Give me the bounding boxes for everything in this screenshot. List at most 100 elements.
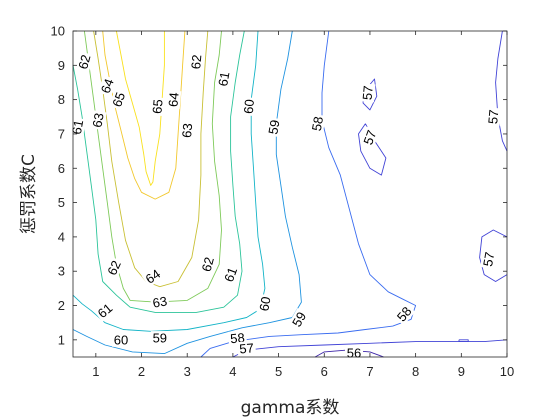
contour-label: 63 [89, 110, 107, 131]
contour-label-background [97, 75, 117, 97]
x-tick-label: 6 [321, 364, 328, 379]
contour-label: 60 [112, 332, 130, 347]
contour-label-background [89, 110, 107, 131]
contour-label-text: 62 [104, 258, 124, 277]
contour-line-58 [200, 30, 417, 358]
contour-label-text: 57 [239, 340, 255, 356]
contour-label: 65 [149, 96, 166, 117]
contour-label-background [75, 51, 94, 73]
contour-label-text: 64 [165, 92, 181, 108]
contour-label: 57 [485, 107, 501, 127]
contour-label: 61 [69, 117, 86, 138]
contour-label-background [198, 253, 217, 275]
contour-label-text: 60 [114, 332, 128, 347]
contour-label: 56 [345, 345, 363, 360]
contour-label-text: 65 [109, 90, 128, 109]
contour-label-background [149, 293, 170, 311]
x-tick-label: 8 [412, 364, 419, 379]
y-tick-label: 4 [58, 229, 65, 244]
contour-label: 58 [393, 302, 416, 326]
y-tick-label: 5 [58, 195, 65, 210]
contour-label: 59 [265, 117, 283, 138]
x-tick-label: 7 [366, 364, 373, 379]
contour-label: 65 [109, 88, 129, 111]
y-ticks: 1 2 3 4 5 6 7 8 9 10 [51, 24, 507, 347]
y-tick-label: 7 [58, 126, 65, 141]
contour-label: 64 [97, 75, 117, 97]
contour-label-background [188, 52, 205, 72]
contour-label-background [241, 96, 257, 117]
contour-label-text: 57 [360, 128, 379, 147]
contour-label-background [237, 340, 257, 357]
contour-label: 57 [360, 126, 380, 149]
contour-label: 60 [256, 293, 274, 314]
y-axis-label: 惩罚系数C [19, 154, 39, 234]
contour-label-text: 64 [143, 266, 163, 287]
y-tick-label: 9 [58, 58, 65, 73]
contour-label-text: 58 [309, 115, 326, 132]
contour-label: 62 [103, 256, 125, 279]
contour-label-background [345, 345, 363, 360]
contour-label: 57 [359, 83, 376, 103]
x-ticks: 1 2 3 4 5 6 7 8 9 10 [92, 31, 514, 379]
x-tick-label: 1 [92, 364, 99, 379]
contour-label-background [165, 90, 182, 110]
y-tick-label: 8 [58, 92, 65, 107]
contour-label-background [220, 263, 241, 286]
contour-label-text: 60 [241, 99, 257, 115]
x-tick-label: 10 [500, 364, 514, 379]
contour-label-text: 59 [265, 119, 282, 136]
contour-label-text: 59 [153, 331, 167, 346]
contour-label-background [288, 308, 310, 331]
contour-label-text: 61 [221, 265, 240, 284]
contour-line-57 [495, 30, 508, 152]
contour-label-text: 62 [188, 54, 204, 70]
contour-label-text: 60 [256, 295, 273, 312]
contour-label-background [265, 117, 283, 138]
contour-label: 58 [308, 113, 326, 134]
y-tick-label: 3 [58, 264, 65, 279]
contour-line-57 [232, 339, 508, 358]
contour-label-background [112, 332, 130, 347]
contour-label-background [215, 68, 233, 90]
y-tick-label: 1 [58, 332, 65, 347]
contour-label-background [93, 299, 117, 322]
x-axis-label: gamma系数 [241, 398, 340, 418]
contour-label-background [359, 83, 376, 103]
contour-label: 61 [220, 263, 241, 286]
contour-label: 61 [93, 299, 117, 322]
contour-label-background [308, 113, 326, 134]
plot-background [73, 31, 507, 357]
contour-label-background [150, 331, 169, 346]
plot-frame [72, 30, 508, 358]
contour-label-background [480, 249, 498, 270]
contour-label-text: 62 [199, 255, 217, 273]
contour-label: 61 [215, 68, 233, 90]
contour-label: 62 [188, 52, 205, 72]
contour-line-57 [479, 229, 508, 282]
contour-label: 57 [480, 249, 498, 270]
contour-label: 59 [150, 331, 169, 346]
x-tick-label: 9 [458, 364, 465, 379]
contour-label: 60 [241, 96, 257, 117]
y-tick-label: 6 [58, 161, 65, 176]
contour-label: 57 [237, 340, 257, 357]
contour-label-background [141, 265, 165, 288]
contour-label-background [149, 96, 166, 117]
contour-label: 62 [75, 51, 94, 73]
contour-label-background [360, 126, 380, 149]
x-tick-label: 2 [138, 364, 145, 379]
contour-label-background [109, 88, 129, 111]
contour-label: 62 [198, 253, 217, 275]
contour-label-text: 61 [215, 71, 232, 88]
contour-label-text: 64 [98, 77, 117, 96]
contour-label-text: 62 [75, 53, 93, 71]
contour-label: 64 [165, 90, 182, 110]
contour-label-background [103, 256, 125, 279]
contour-label: 64 [141, 265, 165, 288]
contour-label-text: 59 [289, 309, 309, 329]
contour-line-57 [458, 339, 469, 343]
x-tick-label: 3 [184, 364, 191, 379]
contour-line-61 [72, 30, 245, 313]
